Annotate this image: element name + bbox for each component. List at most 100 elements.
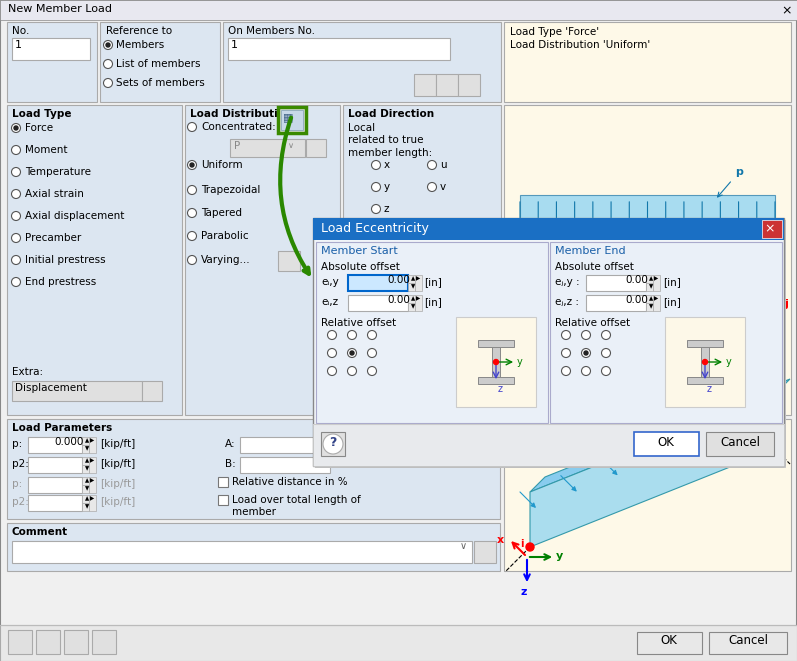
Text: Cancel: Cancel (728, 634, 768, 647)
Text: Relative offset: Relative offset (321, 318, 396, 328)
Text: Initial prestress: Initial prestress (25, 255, 106, 265)
Text: 0.00: 0.00 (625, 275, 648, 285)
Text: Absolute offset: Absolute offset (321, 262, 400, 272)
Text: [kip/ft]: [kip/ft] (100, 479, 135, 489)
Text: New Member Load: New Member Load (8, 4, 112, 14)
Bar (408, 283, 415, 291)
Text: p2:: p2: (12, 459, 29, 469)
Text: ▦: ▦ (283, 112, 293, 122)
Bar (313, 218, 784, 240)
Text: i: i (505, 299, 508, 309)
Circle shape (190, 163, 194, 167)
Bar (321, 432, 345, 456)
Circle shape (367, 330, 376, 340)
Text: [kip/ft]: [kip/ft] (100, 497, 135, 507)
Text: OK: OK (661, 634, 677, 647)
Text: ▼: ▼ (85, 446, 89, 451)
Bar (7, 105, 182, 415)
Bar (7, 22, 97, 102)
Text: p:: p: (12, 479, 22, 489)
Bar (230, 139, 305, 157)
Bar (240, 437, 330, 453)
Bar (28, 457, 82, 473)
Text: 1: 1 (231, 40, 238, 50)
Bar (415, 295, 422, 311)
Circle shape (187, 231, 197, 241)
Text: ▲: ▲ (85, 438, 89, 443)
Text: Load Type: Load Type (12, 109, 72, 119)
Text: ×: × (765, 222, 775, 235)
Bar (520, 195, 775, 285)
Circle shape (771, 445, 779, 453)
Text: ▼: ▼ (411, 304, 415, 309)
Text: [in]: [in] (663, 297, 681, 307)
Circle shape (371, 204, 380, 214)
Text: Precamber: Precamber (25, 233, 81, 243)
Bar (504, 22, 791, 102)
Text: [in]: [in] (663, 277, 681, 287)
Text: Extra:: Extra: (12, 367, 43, 377)
Bar (28, 495, 82, 511)
Text: x: x (497, 535, 505, 545)
Circle shape (187, 256, 197, 264)
Bar (478, 340, 514, 347)
Text: ▲: ▲ (411, 276, 415, 281)
Bar (12, 381, 142, 401)
Bar (281, 110, 303, 130)
Text: [kip/ft]: [kip/ft] (100, 459, 135, 469)
Bar (492, 347, 500, 377)
Circle shape (104, 59, 112, 69)
Text: ▲: ▲ (85, 478, 89, 483)
Bar (550, 242, 782, 423)
Text: i: i (520, 539, 524, 549)
Bar (646, 283, 653, 291)
Bar (653, 275, 660, 291)
Text: ▶: ▶ (654, 296, 658, 301)
Bar (28, 477, 82, 493)
Bar (82, 495, 89, 503)
Text: y: y (726, 357, 732, 367)
Text: Comment: Comment (12, 527, 68, 537)
Bar (709, 632, 787, 654)
Text: Relative distance in %: Relative distance in % (232, 477, 347, 487)
Circle shape (493, 360, 498, 364)
Bar (646, 275, 653, 283)
Bar (12, 38, 90, 60)
Bar (82, 477, 89, 485)
Circle shape (11, 145, 21, 155)
Text: Load Direction: Load Direction (348, 109, 434, 119)
Bar (436, 74, 458, 96)
Text: z: z (521, 587, 528, 597)
Text: ▲: ▲ (649, 276, 654, 281)
Circle shape (11, 190, 21, 198)
Text: [in]: [in] (424, 297, 442, 307)
Text: Members: Members (116, 40, 164, 50)
Text: [kip/ft]: [kip/ft] (100, 439, 135, 449)
Circle shape (187, 122, 197, 132)
Bar (28, 437, 82, 453)
Text: Member Start: Member Start (321, 246, 398, 256)
Text: B:: B: (225, 459, 236, 469)
Text: Force: Force (25, 123, 53, 133)
Circle shape (11, 233, 21, 243)
Text: Uniform: Uniform (201, 160, 242, 170)
Bar (36, 630, 60, 654)
Circle shape (562, 348, 571, 358)
Circle shape (702, 360, 708, 364)
Text: OK: OK (658, 436, 674, 449)
Bar (653, 295, 660, 311)
Circle shape (778, 301, 786, 309)
Text: Local
related to true
member length:: Local related to true member length: (348, 123, 432, 158)
Circle shape (602, 366, 611, 375)
Text: Sets of members: Sets of members (116, 78, 205, 88)
Text: ×: × (781, 4, 791, 17)
Circle shape (187, 186, 197, 194)
Text: ▶: ▶ (90, 496, 94, 501)
Text: p2:: p2: (12, 497, 29, 507)
Text: y: y (517, 357, 523, 367)
Bar (82, 465, 89, 473)
Bar (315, 220, 786, 468)
Bar (82, 503, 89, 511)
Circle shape (582, 330, 591, 340)
Text: ▼: ▼ (85, 466, 89, 471)
